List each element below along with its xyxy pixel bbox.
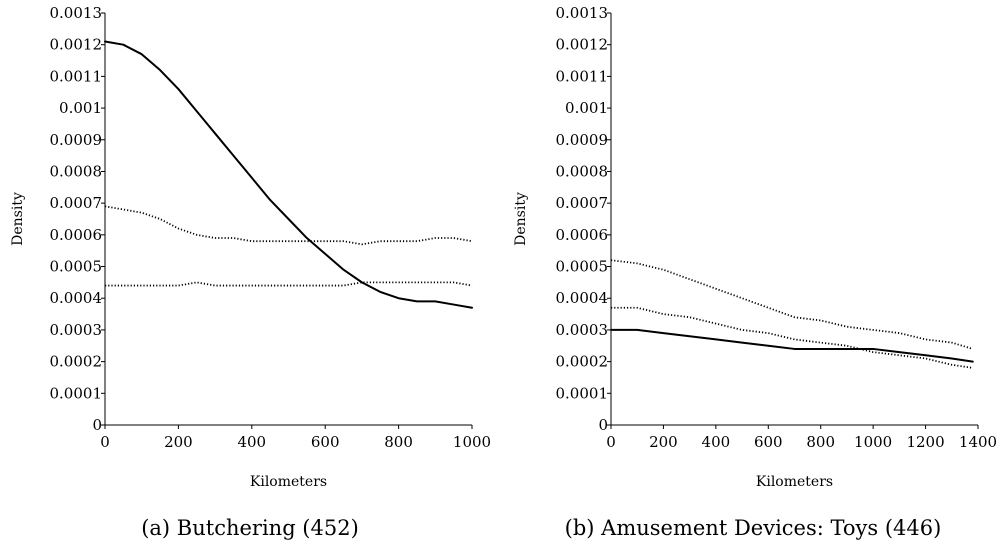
chart-butchering: 0 0.0001 0.0002 0.0003 0.0004 0.0005 0.0006 0.0… xyxy=(10,4,491,490)
y-tick-label: 0.0013 xyxy=(556,4,609,22)
x-tick-label: 1000 xyxy=(854,433,892,451)
y-axis-title: Density xyxy=(513,192,529,246)
chart-panel-butchering: 0 0.0001 0.0002 0.0003 0.0004 0.0005 0.0006 0.0… xyxy=(0,0,500,557)
x-axis-title: Kilometers xyxy=(250,474,327,490)
figure-caption-b: (b) Amusement Devices: Toys (446) xyxy=(564,516,942,540)
y-tick-label: 0.0013 xyxy=(50,4,103,22)
y-tick-label: 0.001 xyxy=(565,99,608,117)
x-tick-label: 800 xyxy=(806,433,835,451)
x-tick-label: 600 xyxy=(311,433,340,451)
y-axis-title: Density xyxy=(10,192,26,246)
y-tick-label: 0.0008 xyxy=(556,162,609,180)
y-tick-label: 0.0011 xyxy=(556,67,609,85)
y-tick-label: 0.0003 xyxy=(556,321,609,339)
y-tick-label: 0.001 xyxy=(59,99,102,117)
series-line-solid xyxy=(104,40,473,309)
y-tick-label: 0.0004 xyxy=(50,289,103,307)
figure-caption-a: (a) Butchering (452) xyxy=(141,516,359,540)
chart-panel-toys: 0 0.0001 0.0002 0.0003 0.0004 0.0005 0.0006 0.0… xyxy=(503,0,1003,557)
x-tick-label: 1400 xyxy=(959,433,997,451)
y-tick-label: 0.0011 xyxy=(50,67,103,85)
series-line-dotted-2 xyxy=(611,306,973,369)
series-line-solid xyxy=(610,328,974,363)
chart-toys: 0 0.0001 0.0002 0.0003 0.0004 0.0005 0.0006 0.0… xyxy=(513,4,997,490)
y-tick-label: 0 xyxy=(92,416,102,434)
y-tick-label: 0.0007 xyxy=(556,194,609,212)
y-tick-label: 0.0009 xyxy=(50,131,103,149)
y-tick-label: 0.0012 xyxy=(50,36,103,54)
y-tick-label: 0.0006 xyxy=(50,226,103,244)
series-line-dotted-2 xyxy=(105,281,473,287)
y-tick-label: 0.0008 xyxy=(50,162,103,180)
y-tick-label: 0.0002 xyxy=(50,353,103,371)
x-tick-label: 1000 xyxy=(453,433,491,451)
x-tick-label: 600 xyxy=(754,433,783,451)
y-tick-label: 0.0002 xyxy=(556,353,609,371)
y-tick-label: 0.0003 xyxy=(50,321,103,339)
series-line-dotted-1 xyxy=(104,205,473,246)
y-tick-label: 0.0005 xyxy=(50,258,103,276)
y-tick-label: 0.0005 xyxy=(556,258,609,276)
y-tick-label: 0.0012 xyxy=(556,36,609,54)
x-axis-title: Kilometers xyxy=(756,474,833,490)
x-tick-label: 400 xyxy=(702,433,731,451)
y-tick-label: 0.0001 xyxy=(556,384,609,402)
x-tick-label: 0 xyxy=(606,433,616,451)
x-tick-label: 200 xyxy=(164,433,193,451)
x-tick-label: 0 xyxy=(100,433,110,451)
y-tick-label: 0.0001 xyxy=(50,384,103,402)
x-tick-label: 200 xyxy=(649,433,678,451)
y-tick-label: 0.0006 xyxy=(556,226,609,244)
y-tick-label: 0.0007 xyxy=(50,194,103,212)
y-tick-label: 0.0009 xyxy=(556,131,609,149)
x-tick-label: 400 xyxy=(237,433,266,451)
x-tick-label: 800 xyxy=(384,433,413,451)
series-line-dotted-1 xyxy=(610,259,974,350)
y-tick-label: 0.0004 xyxy=(556,289,609,307)
y-tick-label: 0 xyxy=(598,416,608,434)
x-tick-label: 1200 xyxy=(906,433,944,451)
